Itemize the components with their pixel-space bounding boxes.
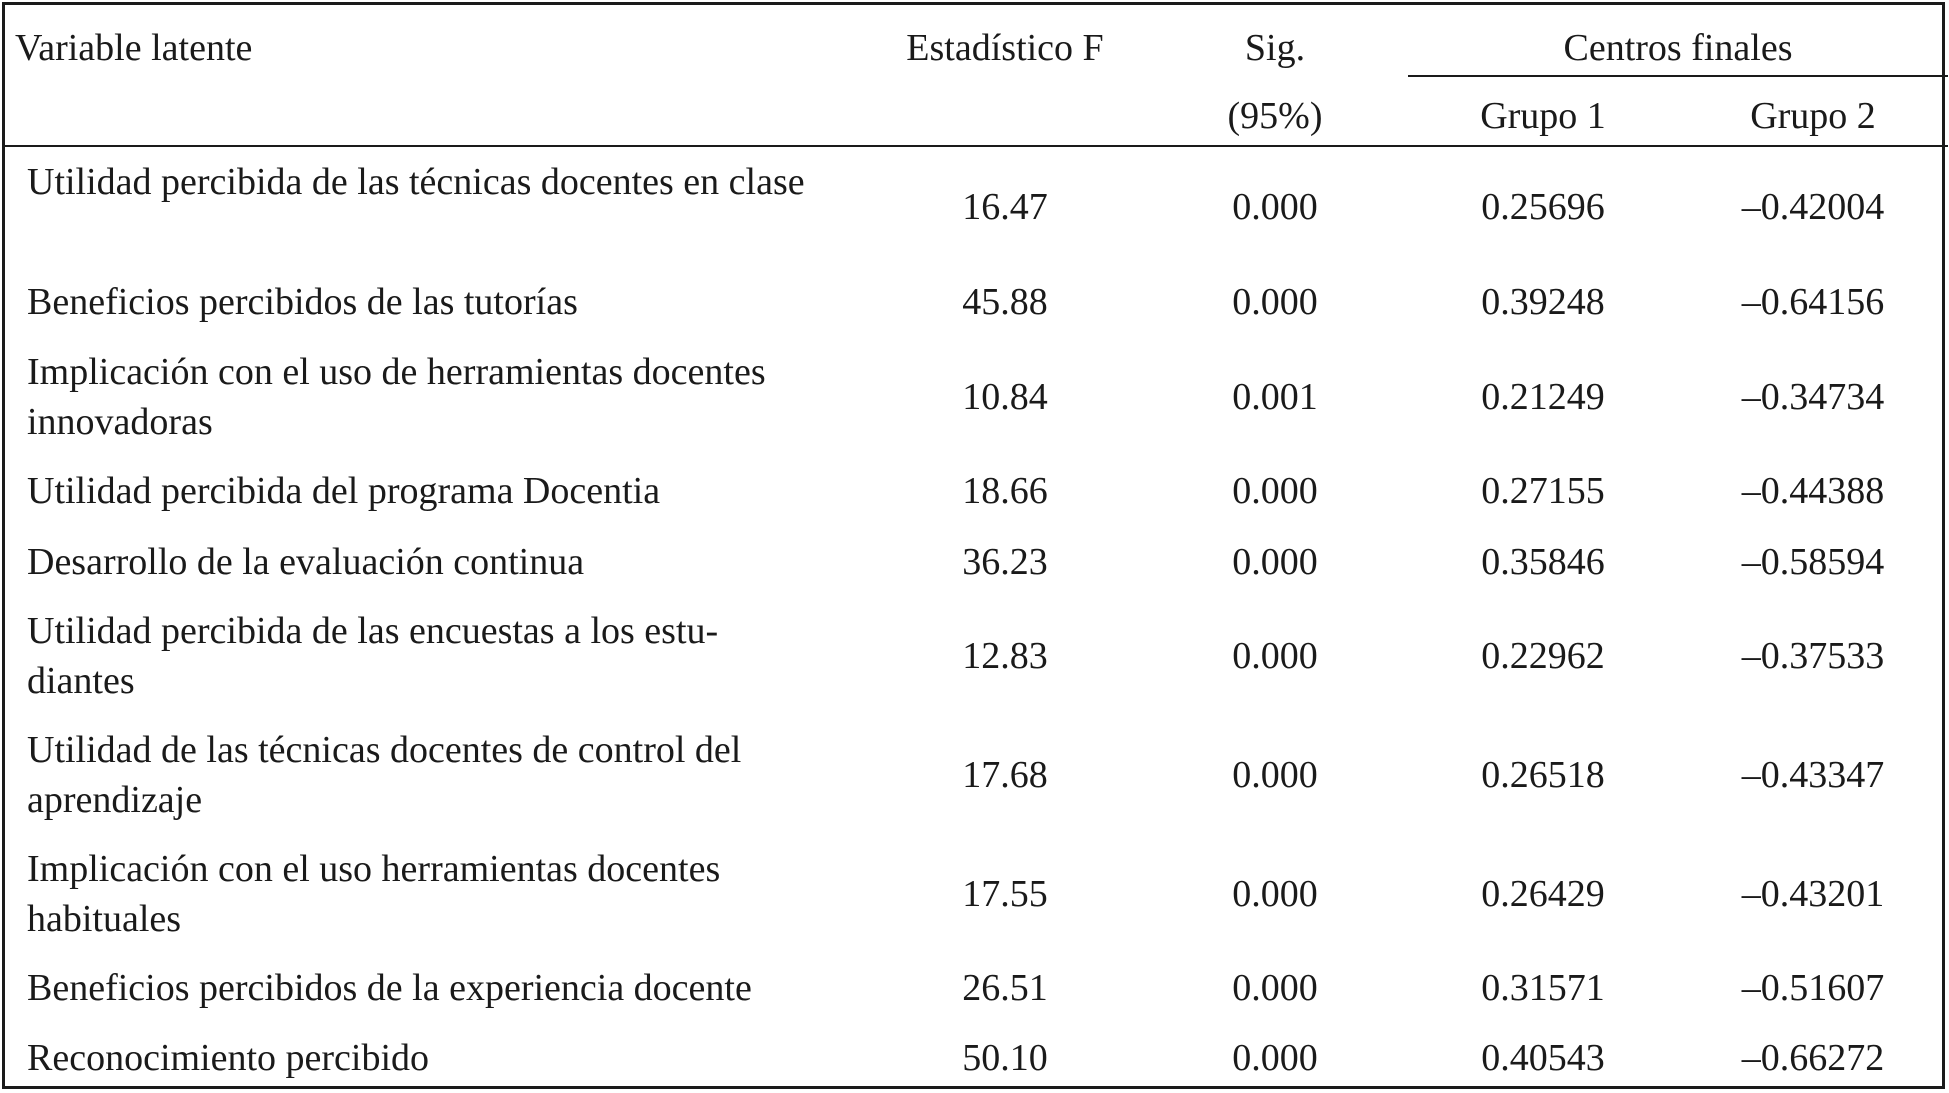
header-group-1: Grupo 1 [1480,95,1606,137]
row-sig-value: 0.000 [1232,186,1318,228]
row-group-2-value: –0.66272 [1741,1037,1885,1079]
row-sig-value: 0.000 [1232,635,1318,677]
table-row: Utilidad percibida del programa Docentia… [5,466,1948,516]
row-sig-value: 0.000 [1232,541,1318,583]
row-f-value: 10.84 [962,376,1048,418]
row-sig-value: 0.000 [1232,967,1318,1009]
table-row: Utilidad percibida de las encuestas a lo… [5,606,1948,706]
row-label: Desarrollo de la evaluación continua [27,541,585,583]
row-group-2-value: –0.44388 [1741,470,1885,512]
row-f-value: 18.66 [962,470,1048,512]
row-sig-value: 0.000 [1232,754,1318,796]
row-group-2-value: –0.34734 [1741,376,1885,418]
table-row: Implicación con el uso de herramientas d… [5,347,1948,447]
row-group-1-value: 0.40543 [1481,1037,1605,1079]
row-group-2-value: –0.43201 [1741,873,1885,915]
row-group-1-value: 0.22962 [1481,635,1605,677]
row-group-2-value: –0.42004 [1741,186,1885,228]
row-group-1-value: 0.25696 [1481,186,1605,228]
table-row: Desarrollo de la evaluación continua 36.… [5,537,1948,587]
row-sig-value: 0.000 [1232,1037,1318,1079]
row-group-1-value: 0.39248 [1481,281,1605,323]
table-row: Implicación con el uso herramientas doce… [5,844,1948,944]
row-group-2-value: –0.58594 [1741,541,1885,583]
header-f-statistic: Estadístico F [906,27,1104,69]
row-label: Utilidad percibida de las técnicas docen… [27,161,805,203]
row-f-value: 12.83 [962,635,1048,677]
row-group-1-value: 0.21249 [1481,376,1605,418]
row-label: Utilidad percibida del programa Docentia [27,470,661,512]
row-group-1-value: 0.35846 [1481,541,1605,583]
table-row: Beneficios percibidos de las tutorías 45… [5,277,1948,327]
table-row: Utilidad de las técnicas docentes de con… [5,725,1948,825]
row-label: Implicación con el uso de herramientas d… [27,351,766,443]
row-f-value: 26.51 [962,967,1048,1009]
row-label: Utilidad percibida de las encuestas a lo… [27,610,719,702]
group-header-rule [1408,75,1948,77]
header-variable: Variable latente [15,27,253,69]
table-row: Beneficios percibidos de la experiencia … [5,963,1948,1013]
row-sig-value: 0.000 [1232,281,1318,323]
row-f-value: 17.68 [962,754,1048,796]
table-row: Utilidad percibida de las técnicas docen… [5,157,1948,257]
row-label: Beneficios percibidos de la experiencia … [27,967,752,1009]
row-group-2-value: –0.51607 [1741,967,1885,1009]
row-sig-value: 0.000 [1232,470,1318,512]
row-group-1-value: 0.27155 [1481,470,1605,512]
row-label: Implicación con el uso herramientas doce… [27,848,721,940]
header-final-centers: Centros finales [1563,27,1793,69]
row-group-1-value: 0.31571 [1481,967,1605,1009]
row-label: Reconocimiento percibido [27,1037,430,1079]
row-f-value: 16.47 [962,186,1048,228]
row-label: Utilidad de las técnicas docentes de con… [27,729,742,821]
row-f-value: 17.55 [962,873,1048,915]
header-sig: Sig. [1244,27,1306,69]
row-group-1-value: 0.26518 [1481,754,1605,796]
row-f-value: 36.23 [962,541,1048,583]
header-sig-confidence: (95%) [1227,95,1323,137]
row-group-2-value: –0.64156 [1741,281,1885,323]
row-group-2-value: –0.37533 [1741,635,1885,677]
row-sig-value: 0.001 [1232,376,1318,418]
header-rule [5,145,1948,147]
row-group-1-value: 0.26429 [1481,873,1605,915]
row-f-value: 45.88 [962,281,1048,323]
row-label: Beneficios percibidos de las tutorías [27,281,578,323]
header-group-2: Grupo 2 [1750,95,1876,137]
table-row: Reconocimiento percibido 50.10 0.000 0.4… [5,1033,1948,1083]
row-f-value: 50.10 [962,1037,1048,1079]
row-sig-value: 0.000 [1232,873,1318,915]
row-group-2-value: –0.43347 [1741,754,1885,796]
